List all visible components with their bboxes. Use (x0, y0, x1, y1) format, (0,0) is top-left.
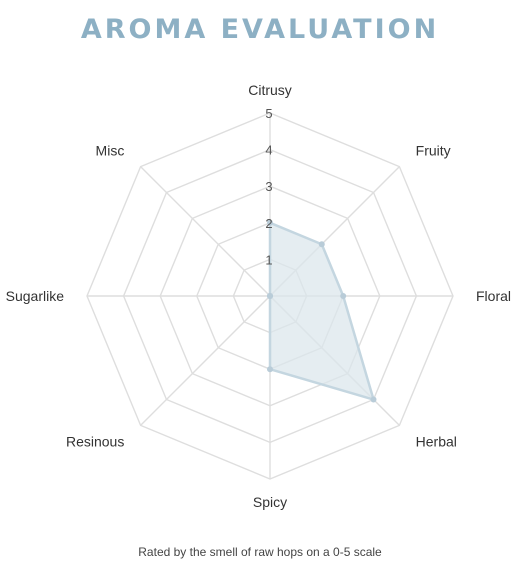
tick-label-2: 2 (265, 216, 272, 231)
axis-label-herbal: Herbal (416, 434, 457, 450)
tick-label-5: 5 (265, 106, 272, 121)
tick-label-3: 3 (265, 179, 272, 194)
tick-label-1: 1 (265, 252, 272, 267)
data-point-floral (340, 293, 347, 299)
axis-labels: Citrusy Fruity Floral Herbal Spicy Resinous Su… (6, 82, 511, 510)
axis-label-citrusy: Citrusy (248, 82, 292, 98)
spoke-resinous (140, 295, 271, 426)
data-series (267, 219, 377, 403)
axis-label-spicy: Spicy (253, 494, 287, 510)
spoke-misc (140, 166, 271, 297)
data-point-fruity (318, 241, 325, 248)
axis-label-floral: Floral (476, 288, 511, 304)
data-point-spicy (267, 366, 273, 373)
chart-caption: Rated by the smell of raw hops on a 0-5 … (138, 545, 382, 559)
tick-labels: 1 2 3 4 5 (265, 106, 272, 267)
axis-label-sugarlike: Sugarlike (6, 288, 65, 304)
axis-label-misc: Misc (96, 142, 125, 158)
data-point-citrusy (267, 219, 273, 226)
data-point-herbal (370, 396, 377, 403)
data-point-misc (267, 293, 273, 299)
axis-label-fruity: Fruity (416, 142, 451, 158)
axis-label-resinous: Resinous (66, 434, 124, 450)
chart-title: AROMA EVALUATION (80, 14, 440, 45)
data-area (268, 221, 375, 401)
tick-label-4: 4 (265, 143, 272, 158)
